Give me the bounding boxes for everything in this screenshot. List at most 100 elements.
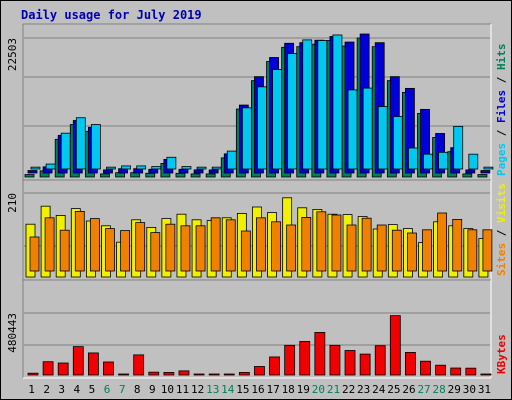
x-tick-label-day-22: 22	[342, 383, 355, 396]
bar-kbytes-day-9	[148, 371, 160, 376]
x-tick-label-day-27: 27	[417, 383, 430, 396]
x-tick-label-day-2: 2	[43, 383, 50, 396]
x-tick-label-day-19: 19	[297, 383, 310, 396]
bar-kbytes-day-18	[284, 344, 296, 376]
bar-sites-day-25	[391, 229, 402, 272]
x-tick-label-day-10: 10	[161, 383, 174, 396]
bar-hits-day-6	[100, 173, 110, 178]
bar-pages-day-4	[75, 117, 86, 170]
bar-pages-day-1	[30, 166, 41, 170]
bar-sites-day-15	[240, 230, 251, 272]
bar-sites-day-8	[135, 222, 146, 272]
bar-pages-day-17	[272, 69, 282, 170]
bar-pages-day-22	[347, 89, 358, 170]
bar-sites-day-7	[120, 230, 130, 272]
bar-pages-day-30	[468, 153, 479, 170]
bar-hits-day-30	[462, 173, 473, 178]
bar-sites-day-22	[346, 224, 357, 272]
panel-mid: 210 Sites / Visits	[6, 179, 508, 281]
panel-bot: 480443 KBytes	[6, 279, 508, 379]
bar-sites-day-5	[89, 218, 100, 272]
bar-kbytes-day-4	[72, 346, 84, 376]
bar-kbytes-day-23	[359, 353, 371, 376]
bar-kbytes-day-16	[254, 366, 265, 376]
bar-kbytes-day-13	[208, 373, 220, 376]
bar-pages-day-2	[45, 163, 56, 170]
series-kbytes	[27, 315, 492, 376]
bar-sites-day-9	[150, 232, 161, 272]
bar-pages-day-21	[332, 34, 343, 170]
bar-files-day-11	[178, 168, 189, 174]
bar-sites-day-26	[407, 232, 417, 272]
legend-part: /	[495, 123, 508, 143]
y-max-label: 22503	[6, 38, 19, 71]
bar-sites-day-20	[316, 211, 327, 272]
bar-sites-day-18	[286, 224, 297, 272]
bar-kbytes-day-8	[133, 354, 145, 376]
x-tick-label-day-17: 17	[266, 383, 279, 396]
bar-sites-day-27	[422, 229, 432, 272]
x-tick-label-day-5: 5	[89, 383, 96, 396]
legend-label-mid: Sites / Visits	[495, 183, 508, 276]
bar-sites-day-21	[331, 214, 342, 272]
x-tick-label-day-13: 13	[206, 383, 219, 396]
bar-kbytes-day-12	[193, 373, 205, 376]
x-tick-label-day-18: 18	[282, 383, 295, 396]
bar-pages-day-12	[196, 166, 207, 170]
bar-files-day-27	[420, 108, 430, 174]
bar-sites-day-4	[74, 210, 85, 272]
bar-sites-day-3	[59, 229, 70, 272]
bar-kbytes-day-1	[27, 372, 39, 376]
bar-kbytes-day-24	[374, 345, 386, 376]
bar-pages-day-10	[166, 156, 177, 170]
x-tick-label-day-26: 26	[402, 383, 415, 396]
bar-pages-day-7	[121, 165, 131, 170]
bar-files-day-30	[465, 169, 476, 174]
x-tick-label-day-14: 14	[221, 383, 235, 396]
bar-pages-day-16	[257, 86, 267, 170]
x-tick-label-day-30: 30	[463, 383, 476, 396]
x-tick-label-day-11: 11	[176, 383, 189, 396]
bar-kbytes-day-14	[223, 373, 235, 376]
bar-sites-day-11	[180, 225, 191, 272]
legend-part: Hits	[495, 44, 508, 71]
bar-hits-day-31	[477, 174, 488, 178]
bar-files-day-1	[27, 170, 38, 174]
bar-kbytes-day-28	[435, 364, 447, 376]
bar-sites-day-16	[256, 217, 266, 272]
x-tick-label-day-4: 4	[74, 383, 81, 396]
bar-kbytes-day-27	[420, 360, 431, 376]
chart-title: Daily usage for July 2019	[21, 8, 202, 22]
bar-pages-day-18	[287, 53, 298, 170]
bar-hits-day-12	[190, 173, 201, 178]
legend-part: /	[495, 223, 508, 243]
bar-hits-day-13	[205, 173, 216, 178]
x-tick-label-day-12: 12	[191, 383, 204, 396]
bar-hits-day-1	[24, 174, 35, 178]
bar-files-day-6	[103, 169, 113, 174]
x-tick-label-day-20: 20	[312, 383, 325, 396]
bar-files-day-26	[405, 87, 415, 174]
bar-pages-day-27	[423, 153, 433, 170]
bar-pages-day-29	[453, 125, 464, 170]
x-tick-label-day-31: 31	[478, 383, 491, 396]
bar-sites-day-19	[301, 216, 312, 272]
legend-label-bot: KBytes	[495, 334, 508, 374]
bar-sites-day-2	[44, 217, 55, 272]
bar-sites-day-1	[29, 236, 40, 272]
bar-files-day-31	[480, 170, 491, 174]
bar-kbytes-day-22	[344, 350, 356, 376]
bar-sites-day-6	[105, 228, 115, 272]
x-tick-label-day-3: 3	[58, 383, 65, 396]
bar-kbytes-day-15	[238, 372, 250, 376]
bar-pages-day-23	[362, 87, 373, 170]
bar-pages-day-13	[211, 166, 222, 170]
x-tick-label-day-7: 7	[119, 383, 126, 396]
bar-sites-day-28	[437, 212, 448, 272]
x-tick-label-day-6: 6	[104, 383, 111, 396]
bar-kbytes-day-7	[118, 373, 129, 376]
bar-pages-day-28	[438, 151, 449, 170]
bar-pages-day-19	[302, 39, 313, 170]
bar-kbytes-day-3	[57, 362, 69, 376]
